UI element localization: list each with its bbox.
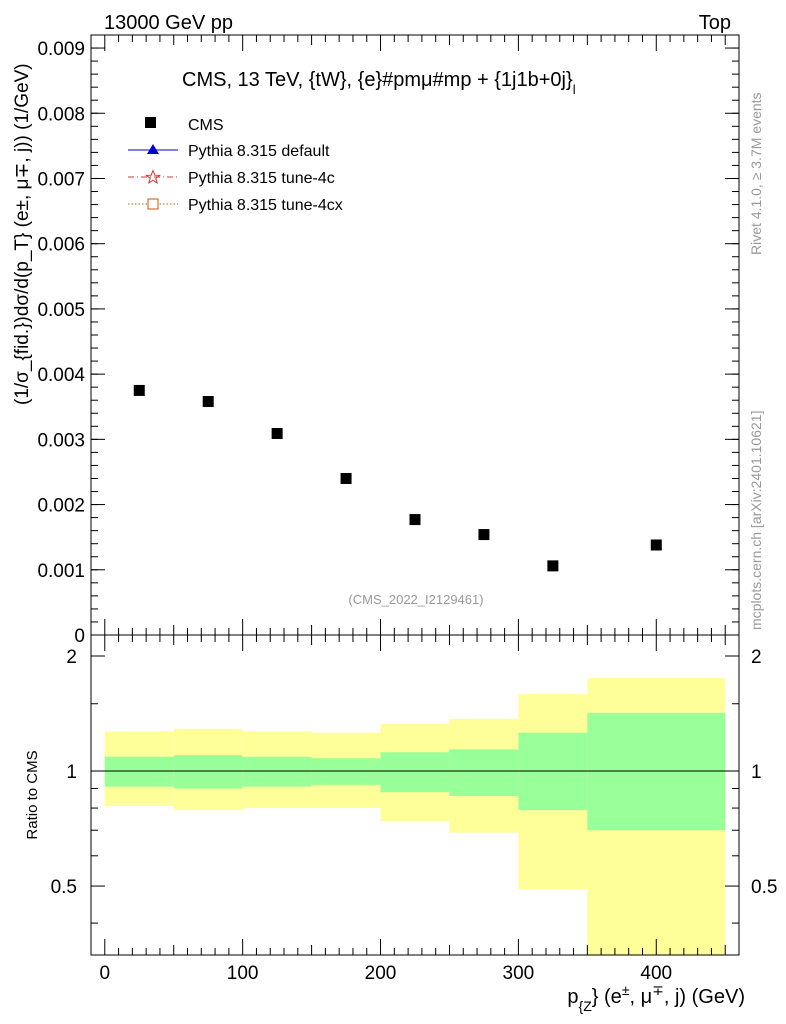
cms-point-5 (478, 529, 490, 541)
legend-marker-default (147, 144, 159, 154)
main-ytick-label-1: 0.001 (37, 561, 85, 582)
xlabel-sub: {Z (579, 998, 593, 1014)
xlabel-main: p (567, 986, 578, 1008)
xtick-label-2: 200 (365, 963, 397, 984)
main-ytick-label-5: 0.005 (37, 300, 85, 321)
xtick-label-4: 400 (640, 963, 672, 984)
legend-label-cms: CMS (188, 117, 224, 134)
ratio-ylabel: Ratio to CMS (24, 750, 41, 839)
cms-point-2 (271, 427, 283, 439)
header-energy: 13000 GeV pp (104, 12, 233, 34)
legend-label-tune4cx: Pythia 8.315 tune-4cx (188, 197, 343, 214)
plot-title: CMS, 13 TeV, {tW}, {e}#pmμ#mp + {1j1b+0j… (182, 69, 576, 97)
mcplots-label: mcplots.cern.ch [arXiv:2401.10621] (748, 411, 764, 630)
ratio-frame (90, 634, 740, 956)
ratio-ytick-label-0: 0.5 (51, 877, 77, 898)
cms-point-0 (133, 384, 145, 396)
legend-marker-tune4c (144, 169, 162, 185)
plot-title-suffix: l (573, 82, 576, 97)
legend-label-default: Pythia 8.315 default (188, 143, 330, 160)
xlabel-sup1: ± (622, 982, 630, 998)
legend-label-tune4c: Pythia 8.315 tune-4c (188, 170, 335, 187)
main-ytick-label-7: 0.007 (37, 169, 85, 190)
ratio-bands (104, 678, 726, 955)
main-ytick-label-2: 0.002 (37, 496, 85, 517)
legend: CMS Pythia 8.315 default Pythia 8.315 tu… (128, 117, 343, 214)
legend-marker-tune4cx (147, 198, 159, 210)
cms-point-6 (547, 560, 559, 572)
xtick-label-1: 100 (227, 963, 259, 984)
ratio-stat-band-5 (449, 749, 519, 797)
xlabel: p{Z} (e±, μ∓, j) (GeV) (567, 982, 745, 1014)
xtick-label-0: 0 (99, 963, 110, 984)
ratio-stat-band-0 (104, 756, 174, 787)
ratio-stat-band-3 (311, 758, 381, 785)
main-ytick-label-6: 0.006 (37, 235, 85, 256)
cms-point-1 (202, 396, 214, 408)
header-process: Top (699, 12, 731, 34)
data-points (133, 384, 662, 572)
ratio-stat-band-1 (173, 755, 243, 789)
legend-marker-cms (145, 117, 156, 128)
ratio-stat-band-2 (242, 756, 312, 787)
ratio-axis-ticks: 0 100 200 300 400 0.5 0.5 1 1 2 2 (51, 635, 777, 984)
main-ytick-label-3: 0.003 (37, 430, 85, 451)
ratio-stat-band-4 (380, 752, 450, 793)
main-axis-ticks: 0 0.001 0.002 0.003 0.004 0.005 0.006 0.007 0.00… (37, 34, 739, 647)
ratio-ytick-label-2: 2 (66, 647, 77, 668)
main-ytick-label-9: 0.009 (37, 39, 85, 60)
plot-title-text: CMS, 13 TeV, {tW}, {e}#pmμ#mp + {1j1b+0j… (182, 69, 573, 91)
rivet-version-label: Rivet 4.1.0, ≥ 3.7M events (748, 92, 764, 255)
ratio-ytick-label-right-2: 2 (751, 647, 762, 668)
xlabel-end: , j) (GeV) (664, 986, 745, 1008)
ratio-ytick-label-1: 1 (66, 762, 77, 783)
analysis-watermark: (CMS_2022_I2129461) (348, 592, 483, 607)
main-ytick-label-0: 0 (74, 626, 85, 647)
xlabel-mid: , μ (630, 986, 653, 1008)
cms-point-7 (650, 539, 662, 551)
xlabel-rest: } (e (592, 986, 622, 1008)
xtick-label-3: 300 (503, 963, 535, 984)
cms-point-3 (340, 472, 352, 484)
main-ytick-label-8: 0.008 (37, 104, 85, 125)
xlabel-sup2: ∓ (652, 982, 664, 998)
main-ytick-label-4: 0.004 (37, 365, 85, 386)
main-ylabel: (1/σ_{fid.})dσ/d(p_T} (e±, μ∓, j)) (1/Ge… (12, 63, 33, 405)
ratio-ytick-label-right-0: 0.5 (751, 877, 777, 898)
cms-point-4 (409, 514, 421, 526)
ratio-ytick-label-right-1: 1 (751, 762, 762, 783)
